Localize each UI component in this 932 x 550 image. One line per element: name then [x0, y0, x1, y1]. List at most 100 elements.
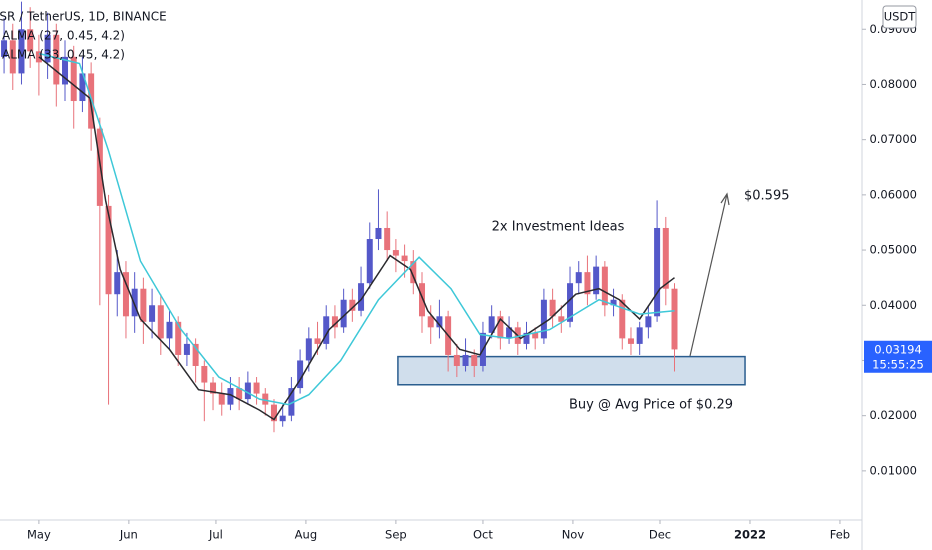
y-tick-label: 0.05000: [869, 243, 917, 257]
countdown-label: 15:55:25: [872, 357, 924, 371]
plot-area: [1, 1, 746, 433]
candle-body: [532, 332, 539, 339]
legend-title: RSR / TetherUS, 1D, BINANCE: [0, 10, 167, 24]
candle-body: [645, 316, 652, 328]
candle-body: [558, 316, 565, 322]
currency-label: USDT: [884, 10, 917, 24]
x-tick-label: Feb: [830, 528, 850, 542]
candle-body: [18, 29, 25, 74]
candle-body: [549, 299, 556, 317]
candle-body: [114, 272, 121, 295]
candle-body: [427, 316, 434, 328]
annotation: 2x Investment Ideas: [492, 220, 625, 235]
candle-body: [349, 299, 356, 311]
price-badge: [864, 340, 932, 373]
candle-body: [279, 415, 286, 422]
candle-body: [662, 227, 669, 289]
currency-badge: [882, 5, 917, 29]
candle-body: [567, 283, 574, 322]
candle-body: [122, 272, 129, 317]
y-tick-label: 0.06000: [869, 187, 917, 201]
candle-body: [340, 299, 347, 328]
candle-body: [671, 288, 678, 350]
price-label: 0.03194: [874, 342, 922, 356]
annotation: Buy @ Avg Price of $0.29: [569, 398, 733, 413]
alma-line: [38, 52, 675, 406]
candle-body: [436, 316, 443, 328]
x-tick-label: Aug: [295, 528, 317, 542]
candle-body: [488, 316, 495, 333]
candle-body: [149, 305, 156, 322]
candle-body: [183, 343, 190, 355]
candle-body: [540, 299, 547, 339]
x-tick-label: Sep: [385, 528, 407, 542]
alma-line: [38, 56, 675, 421]
candle-body: [236, 388, 243, 400]
candle-body: [131, 288, 138, 317]
x-tick-label: Dec: [649, 528, 671, 542]
y-tick-label: 0.07000: [869, 132, 917, 146]
candle-body: [636, 327, 643, 344]
legend-entry: ALMA (27, 0.45, 4.2): [2, 29, 125, 43]
candle-body: [192, 343, 199, 366]
y-tick-label: 0.02000: [869, 408, 917, 422]
candle-body: [593, 266, 600, 295]
legend-entry: ALMA (33, 0.45, 4.2): [2, 48, 125, 62]
candle-body: [305, 338, 312, 361]
candle-body: [297, 360, 304, 389]
candle-body: [462, 354, 469, 366]
buy-zone: [397, 355, 746, 386]
x-tick-label: Jun: [119, 528, 138, 542]
candle-body: [453, 354, 460, 366]
overlay: 0.010000.020000.030000.040000.050000.060…: [0, 5, 932, 542]
candle-body: [506, 327, 513, 339]
candle-body: [575, 272, 582, 284]
candle-body: [471, 354, 478, 366]
candle-body: [9, 40, 16, 74]
candle-body: [331, 316, 338, 328]
candle-body: [601, 266, 608, 306]
candle-body: [610, 299, 617, 306]
annotation: $0.595: [744, 189, 790, 204]
candle-body: [140, 288, 147, 322]
y-tick-label: 0.04000: [869, 298, 917, 312]
candle-body: [253, 382, 260, 394]
candle-body: [401, 255, 408, 262]
y-tick-label: 0.01000: [869, 463, 917, 477]
candle-body: [244, 382, 251, 400]
candle-body: [375, 227, 382, 240]
candle-body: [288, 388, 295, 416]
candle-body: [366, 239, 373, 284]
candle-body: [1, 40, 8, 57]
x-tick-label: 2022: [734, 528, 766, 542]
candle-body: [210, 382, 217, 394]
x-tick-label: Oct: [473, 528, 493, 542]
candle-body: [62, 56, 69, 85]
x-tick-label: Nov: [562, 528, 585, 542]
candle-body: [410, 261, 417, 284]
candle-body: [157, 305, 164, 339]
candle-body: [105, 205, 112, 295]
candle-body: [35, 51, 42, 63]
candle-body: [619, 299, 626, 339]
candle-body: [384, 227, 391, 251]
candle-body: [654, 227, 661, 317]
candle-body: [419, 283, 426, 317]
candle-body: [227, 388, 234, 405]
candle-body: [218, 393, 225, 405]
candle-body: [584, 272, 591, 295]
x-tick-label: Jul: [208, 528, 223, 542]
candle-body: [323, 316, 330, 344]
y-tick-label: 0.08000: [869, 77, 917, 91]
x-tick-label: May: [27, 528, 51, 542]
candle-body: [497, 316, 504, 339]
arrow-shaft: [689, 193, 728, 357]
candle-body: [392, 250, 399, 256]
candle-body: [627, 338, 634, 344]
candle-body: [44, 34, 51, 63]
candle-body: [166, 321, 173, 339]
candle-body: [53, 34, 60, 85]
candle-body: [523, 332, 530, 344]
